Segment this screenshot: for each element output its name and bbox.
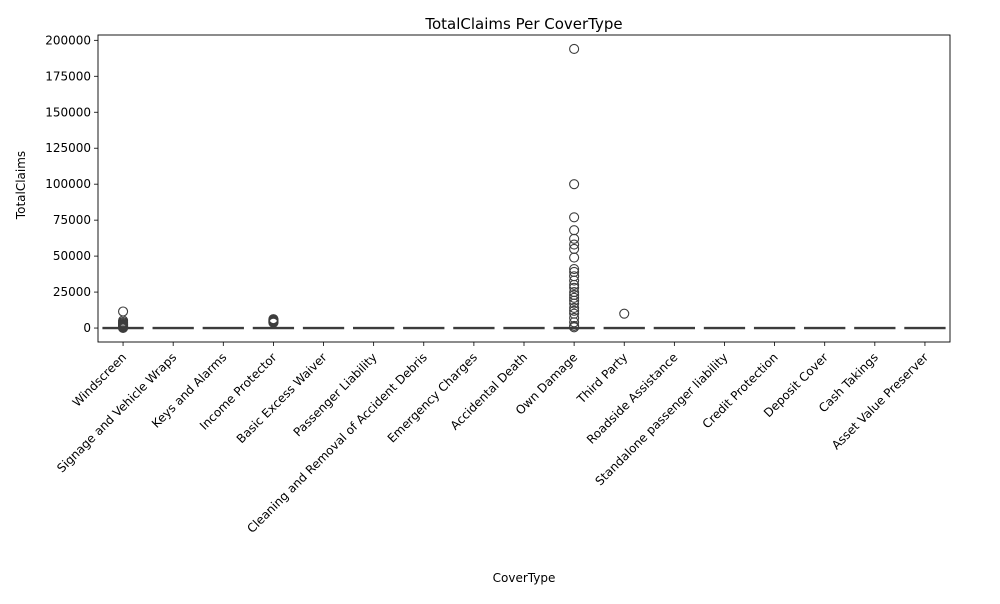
outlier-point [569,264,580,275]
outlier-point [569,317,580,328]
y-tick-label: 50000 [53,249,91,263]
y-tick-label: 25000 [53,285,91,299]
outlier-point [569,275,580,286]
outlier-point [569,295,580,306]
outlier-point [569,279,580,290]
outlier-point [569,305,580,316]
axes-frame [97,34,951,343]
y-axis-label: TotalClaims [14,151,28,220]
outlier-point [268,317,279,328]
outlier-point [569,322,580,333]
y-tick-label: 200000 [45,33,91,47]
chart-title: TotalClaims Per CoverType [424,15,622,33]
y-tick-label: 0 [83,321,91,335]
outlier-point [569,298,580,309]
y-tick-label: 175000 [45,69,91,83]
outlier-point [569,252,580,263]
outlier-point [569,292,580,303]
y-tick-label: 100000 [45,177,91,191]
outlier-point [118,322,129,333]
outlier-point [569,179,580,190]
outlier-point [569,212,580,223]
outlier-point [619,308,630,319]
y-tick-label: 75000 [53,213,91,227]
y-tick-label: 150000 [45,105,91,119]
x-axis-label: CoverType [493,571,556,585]
y-tick-label: 125000 [45,141,91,155]
outlier-point [569,239,580,250]
outlier-point [569,43,580,55]
outlier-point [569,302,580,313]
outlier-point [569,233,580,244]
outlier-point [569,282,580,293]
